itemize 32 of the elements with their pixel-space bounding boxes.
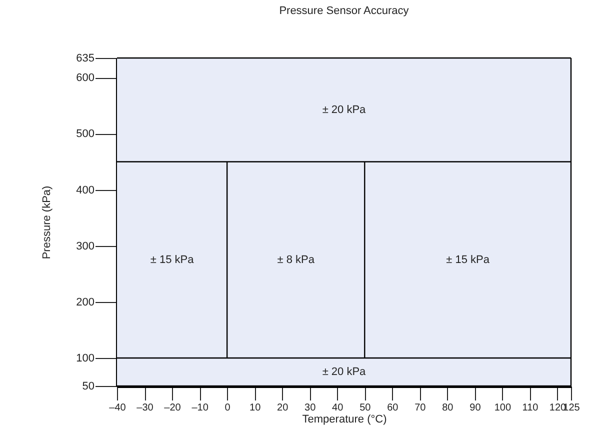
x-tick-label: 100 bbox=[494, 402, 512, 414]
band-label: ± 15 kPa bbox=[446, 254, 490, 266]
band-label: ± 20 kPa bbox=[322, 366, 367, 378]
y-tick-label: 100 bbox=[76, 352, 94, 364]
x-tick-label: 60 bbox=[387, 402, 399, 414]
x-tick-label: 30 bbox=[304, 402, 316, 414]
x-tick-label: –20 bbox=[164, 402, 182, 414]
y-tick-label: 300 bbox=[76, 240, 94, 252]
band-label: ± 15 kPa bbox=[150, 254, 195, 266]
x-tick-label: –30 bbox=[136, 402, 154, 414]
x-tick-label: 20 bbox=[277, 402, 289, 414]
y-axis-title: Pressure (kPa) bbox=[41, 186, 54, 260]
band-label: ± 20 kPa bbox=[322, 104, 367, 116]
y-tick-label: 600 bbox=[76, 72, 94, 84]
chart-title: Pressure Sensor Accuracy bbox=[279, 5, 410, 17]
x-tick-label: –40 bbox=[109, 402, 126, 414]
x-tick-label: 50 bbox=[360, 402, 372, 414]
y-tick-label: 400 bbox=[76, 184, 94, 196]
x-tick-label: 0 bbox=[224, 402, 231, 414]
y-tick-label: 50 bbox=[82, 380, 94, 392]
x-tick-label: 80 bbox=[442, 402, 454, 414]
x-tick-label: 110 bbox=[522, 402, 539, 414]
y-tick-label: 500 bbox=[76, 128, 94, 140]
y-tick-label: 635 bbox=[76, 52, 94, 64]
y-tick-label: 200 bbox=[76, 296, 94, 308]
x-tick-label: –10 bbox=[192, 402, 209, 414]
x-tick-label: 90 bbox=[470, 402, 482, 414]
x-tick-label: 70 bbox=[414, 402, 426, 414]
x-tick-label: 40 bbox=[332, 402, 344, 414]
band-label: ± 8 kPa bbox=[277, 254, 316, 266]
x-axis-title: Temperature (°C) bbox=[302, 414, 387, 426]
x-tick-label: 10 bbox=[250, 402, 262, 414]
